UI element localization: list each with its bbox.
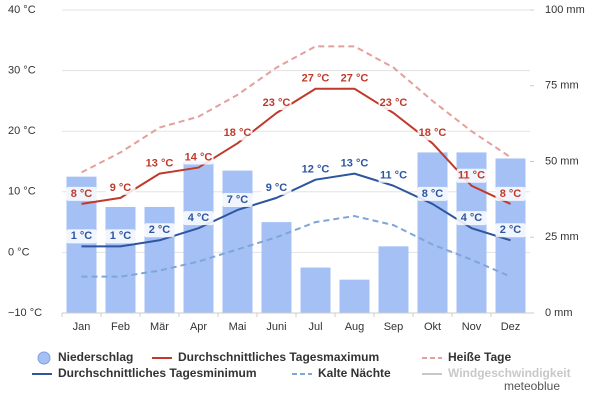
- legend-label: Durchschnittliches Tagesmaximum: [178, 350, 379, 364]
- bar: [144, 206, 175, 313]
- value-label: 4 °C: [188, 212, 210, 224]
- value-label: 13 °C: [341, 158, 369, 170]
- bar: [105, 206, 136, 313]
- legend-label: Heiße Tage: [448, 350, 511, 364]
- y-tick-label: 40 °C: [8, 4, 36, 16]
- value-label-bg: [378, 168, 409, 183]
- x-tick-label: Dez: [501, 321, 521, 333]
- value-label: 23 °C: [380, 97, 408, 109]
- value-label: 1 °C: [110, 230, 132, 242]
- x-tick-label: Feb: [111, 321, 130, 333]
- y-tick-label: 10 °C: [8, 186, 36, 198]
- value-label-bg: [144, 156, 175, 171]
- value-label: 11 °C: [380, 170, 407, 182]
- line: [81, 172, 511, 248]
- value-label-bg: [378, 96, 409, 111]
- value-label: 14 °C: [185, 151, 213, 163]
- value-label-bg: [495, 223, 526, 238]
- value-label: 12 °C: [302, 164, 330, 176]
- value-label-bg: [261, 180, 292, 195]
- value-label-bg: [339, 156, 370, 171]
- x-tick-label: Sep: [384, 321, 404, 333]
- value-label: 11 °C: [458, 170, 485, 182]
- x-tick-label: Jul: [308, 321, 322, 333]
- value-label: 9 °C: [266, 182, 288, 194]
- value-label: 7 °C: [227, 194, 249, 206]
- value-label-bg: [222, 126, 253, 141]
- value-label: 27 °C: [302, 73, 330, 85]
- dashed-line: [81, 215, 511, 278]
- value-label: 23 °C: [263, 97, 291, 109]
- legend-symbol: [37, 351, 51, 365]
- y2-tick-label: 25 mm: [545, 231, 579, 243]
- value-label-bg: [183, 150, 214, 165]
- x-tick-label: Aug: [345, 321, 365, 333]
- y2-tick-label: 50 mm: [545, 155, 579, 167]
- x-tick-label: Nov: [462, 321, 482, 333]
- x-tick-label: Mai: [229, 321, 247, 333]
- x-tick-label: Jan: [73, 321, 91, 333]
- value-label-bg: [183, 211, 214, 226]
- value-label-bg: [144, 223, 175, 238]
- y2-tick-label: 75 mm: [545, 80, 579, 92]
- x-tick-label: Juni: [266, 321, 286, 333]
- bar: [339, 279, 370, 313]
- legend-label: Windgeschwindigkeit: [448, 366, 571, 380]
- line: [81, 87, 511, 205]
- value-label: 4 °C: [461, 212, 483, 224]
- value-label: 8 °C: [422, 188, 444, 200]
- value-label-bg: [66, 229, 97, 244]
- bar: [183, 161, 214, 313]
- value-label-bg: [495, 186, 526, 201]
- value-label-bg: [339, 71, 370, 86]
- bar: [378, 246, 409, 313]
- legend-label: Kalte Nächte: [318, 366, 391, 380]
- value-label-bg: [261, 96, 292, 111]
- value-label: 18 °C: [419, 127, 447, 139]
- dashed-line: [81, 45, 512, 174]
- value-label: 27 °C: [341, 73, 369, 85]
- value-label-bg: [456, 211, 487, 226]
- y2-tick-label: 100 mm: [545, 4, 585, 16]
- value-label-bg: [300, 162, 331, 177]
- value-label: 13 °C: [146, 158, 174, 170]
- bar: [300, 267, 331, 313]
- value-label: 8 °C: [71, 188, 93, 200]
- x-tick-label: Mär: [150, 321, 169, 333]
- value-label: 18 °C: [224, 127, 252, 139]
- y-tick-label: 20 °C: [8, 125, 36, 137]
- bar: [417, 152, 448, 313]
- value-label: 2 °C: [500, 224, 522, 236]
- value-label-bg: [105, 229, 136, 244]
- value-label-bg: [105, 180, 136, 195]
- x-tick-label: Apr: [190, 321, 207, 333]
- value-label: 9 °C: [110, 182, 132, 194]
- y-tick-label: 30 °C: [8, 65, 36, 77]
- value-label: 8 °C: [500, 188, 522, 200]
- bar: [222, 170, 253, 313]
- value-label-bg: [66, 186, 97, 201]
- y-tick-label: −10 °C: [8, 307, 42, 319]
- x-tick-label: Okt: [424, 321, 441, 333]
- bar: [261, 222, 292, 313]
- value-label: 2 °C: [149, 224, 171, 236]
- value-label-bg: [417, 126, 448, 141]
- value-label-bg: [300, 71, 331, 86]
- value-label-bg: [417, 186, 448, 201]
- value-label: 1 °C: [71, 230, 93, 242]
- legend-label: Durchschnittliches Tagesminimum: [58, 366, 257, 380]
- credit: meteoblue: [504, 379, 560, 393]
- legend-label: Niederschlag: [58, 350, 133, 364]
- y-tick-label: 0 °C: [8, 246, 30, 258]
- value-label-bg: [222, 192, 253, 207]
- value-label-bg: [456, 168, 487, 183]
- y2-tick-label: 0 mm: [545, 307, 573, 319]
